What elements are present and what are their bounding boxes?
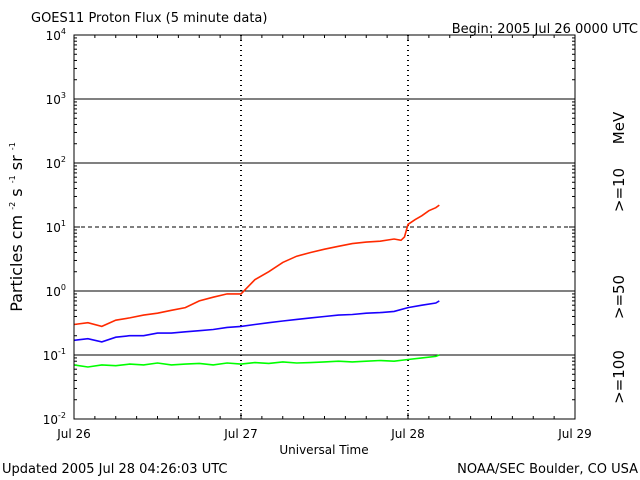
x-axis-label: Universal Time (279, 443, 368, 457)
y-tick-label: 104 (46, 27, 66, 43)
x-tick-label: Jul 29 (557, 427, 592, 441)
y-tick-base: 10 (46, 157, 61, 171)
plot-frame (73, 34, 576, 420)
x-tick-labels: Jul 26 Jul 27 Jul 28 Jul 29 (56, 427, 592, 441)
y-tick-label: 101 (46, 219, 66, 235)
x-tick-label: Jul 26 (56, 427, 91, 441)
y-tick-base: 10 (46, 221, 61, 235)
x-tick-label: Jul 28 (390, 427, 425, 441)
y-axis-label-part: s (7, 188, 26, 196)
series-group (73, 204, 440, 368)
y-tick-exp: 2 (61, 155, 66, 164)
y-tick-label: 100 (46, 283, 66, 299)
x-tick-label: Jul 27 (223, 427, 258, 441)
legend: MeV >=10 >=50 >=100 (610, 111, 628, 404)
y-axis-label-part: sr (7, 155, 26, 170)
y-axis-label-part: -1 (8, 175, 17, 183)
series-line-0 (73, 204, 440, 328)
y-tick-label: 10-2 (43, 411, 66, 427)
y-axis-label-part: -1 (8, 142, 17, 150)
y-tick-base: 10 (46, 93, 61, 107)
y-tick-exp: -2 (58, 411, 66, 420)
chart-title: GOES11 Proton Flux (5 minute data) (31, 11, 267, 26)
y-tick-base: 10 (43, 413, 58, 427)
y-tick-label: 103 (46, 91, 66, 107)
legend-entry-ge10: >=10 (610, 168, 628, 212)
y-tick-exp: 1 (61, 219, 66, 228)
y-tick-base: 10 (46, 29, 61, 43)
series-line-1 (73, 300, 440, 343)
begin-time: Begin: 2005 Jul 26 0000 UTC (452, 22, 638, 37)
y-tick-exp: -1 (58, 347, 66, 356)
legend-entry-ge100: >=100 (610, 350, 628, 404)
series-line-2 (73, 354, 440, 368)
legend-entry-ge50: >=50 (610, 275, 628, 319)
legend-unit: MeV (610, 111, 628, 144)
y-tick-base: 10 (43, 349, 58, 363)
data-source: NOAA/SEC Boulder, CO USA (457, 462, 638, 477)
y-axis-label-part: Particles cm (7, 215, 26, 312)
y-axis-label-part: -2 (8, 202, 17, 210)
y-tick-label: 102 (46, 155, 66, 171)
y-tick-exp: 3 (61, 91, 66, 100)
y-tick-exp: 4 (61, 27, 66, 36)
y-tick-label: 10-1 (43, 347, 66, 363)
y-tick-base: 10 (46, 285, 61, 299)
updated-time: Updated 2005 Jul 28 04:26:03 UTC (2, 462, 227, 477)
y-axis-label: Particles cm -2 s -1 sr -1 (0, 142, 26, 312)
y-tick-exp: 0 (61, 283, 66, 292)
